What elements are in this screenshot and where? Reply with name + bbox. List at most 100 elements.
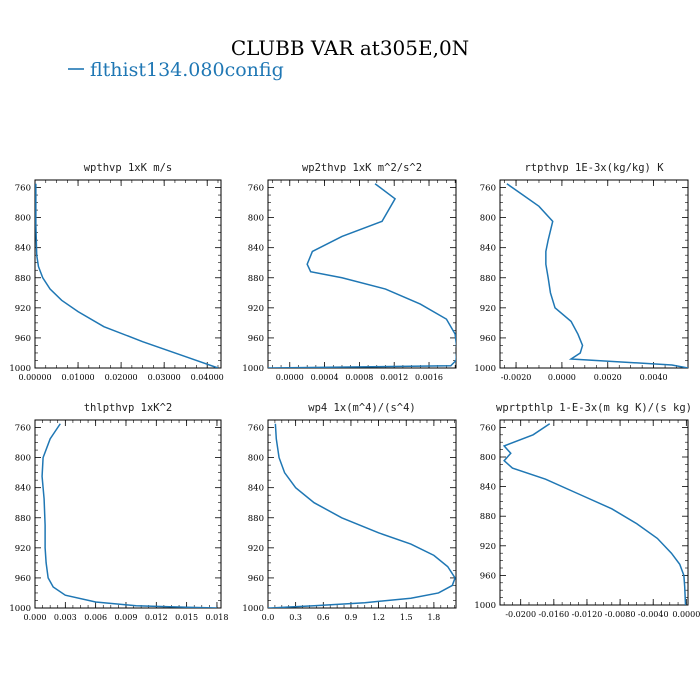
y-tick-label: 1000 bbox=[9, 364, 31, 374]
x-tick-label: 0.006 bbox=[84, 613, 107, 622]
chart-panel: rtpthvp 1E-3x(kg/kg) K 760 800 840 880 920 960… bbox=[474, 162, 689, 382]
x-tick-label: 0.04000 bbox=[191, 373, 224, 382]
x-tick-label: 0.003 bbox=[54, 613, 77, 622]
y-tick-label: 840 bbox=[480, 483, 496, 493]
plot-frame bbox=[499, 179, 689, 369]
x-tick-label: 0.00000 bbox=[18, 373, 51, 382]
x-tick-label: -0.0160 bbox=[538, 610, 569, 619]
y-tick-label: 1000 bbox=[474, 364, 496, 374]
series-line bbox=[41, 423, 217, 608]
y-tick-label: 800 bbox=[15, 454, 31, 464]
x-tick-label: 0.0000 bbox=[276, 373, 304, 382]
y-tick-label: 960 bbox=[480, 571, 496, 581]
y-tick-label: 1000 bbox=[242, 604, 264, 614]
series-line bbox=[35, 183, 219, 368]
y-tick-label: 920 bbox=[248, 304, 264, 314]
y-tick-label: 960 bbox=[248, 334, 264, 344]
y-tick-label: 880 bbox=[248, 514, 264, 524]
x-tick-label: 0.0016 bbox=[415, 373, 443, 382]
y-tick-label: 840 bbox=[248, 244, 264, 254]
series-line bbox=[268, 183, 456, 368]
x-tick-label: -0.0080 bbox=[605, 610, 636, 619]
y-tick-label: 800 bbox=[15, 214, 31, 224]
y-tick-label: 960 bbox=[15, 574, 31, 584]
plot-frame bbox=[499, 419, 689, 606]
x-tick-label: 0.6 bbox=[317, 613, 330, 622]
panel-title: thlpthvp 1xK^2 bbox=[84, 402, 173, 414]
y-tick-label: 920 bbox=[480, 304, 496, 314]
y-tick-label: 760 bbox=[15, 184, 31, 194]
chart-panel: wpthvp 1xK m/s 760 800 840 880 920 960 10000.00… bbox=[9, 162, 223, 382]
chart-panel: thlpthvp 1xK^276080084088092096010000.00… bbox=[9, 402, 228, 622]
x-tick-label: 0.0008 bbox=[345, 373, 373, 382]
y-tick-label: 960 bbox=[15, 334, 31, 344]
y-tick-label: 880 bbox=[248, 274, 264, 284]
y-tick-label: 880 bbox=[480, 274, 496, 284]
y-tick-label: 920 bbox=[248, 544, 264, 554]
panel-title: rtpthvp 1E-3x(kg/kg) K bbox=[524, 162, 664, 174]
y-tick-label: 760 bbox=[248, 184, 264, 194]
y-tick-label: 760 bbox=[15, 424, 31, 434]
x-tick-label: 0.012 bbox=[145, 613, 168, 622]
x-tick-label: 1.8 bbox=[428, 613, 441, 622]
x-tick-label: 0.018 bbox=[206, 613, 229, 622]
plot-frame bbox=[34, 419, 222, 609]
series-line bbox=[268, 423, 456, 608]
y-tick-label: 800 bbox=[480, 453, 496, 463]
x-tick-label: 0.000 bbox=[24, 613, 47, 622]
chart-panel: wp2thvp 1xK m^2/s^2 760 800 840 880 920 960 100… bbox=[242, 162, 457, 382]
y-tick-label: 840 bbox=[15, 484, 31, 494]
panel-title: wpthvp 1xK m/s bbox=[84, 162, 173, 174]
x-tick-label: 0.0020 bbox=[594, 373, 622, 382]
x-tick-label: 1.2 bbox=[372, 613, 385, 622]
panel-title: wp2thvp 1xK m^2/s^2 bbox=[302, 162, 422, 174]
y-tick-label: 1000 bbox=[242, 364, 264, 374]
y-tick-label: 760 bbox=[248, 424, 264, 434]
x-tick-label: -0.0120 bbox=[572, 610, 603, 619]
y-tick-label: 1000 bbox=[474, 601, 496, 611]
x-tick-label: 0.0012 bbox=[380, 373, 408, 382]
chart-panel: wp4 1x(m^4)/(s^4) 760 800 840 880 920 960 1000 0… bbox=[242, 402, 457, 622]
y-tick-label: 1000 bbox=[9, 604, 31, 614]
x-tick-label: 0.03000 bbox=[148, 373, 181, 382]
y-tick-label: 920 bbox=[15, 544, 31, 554]
y-tick-label: 880 bbox=[480, 512, 496, 522]
x-tick-label: 0.0004 bbox=[311, 373, 339, 382]
plot-frame bbox=[267, 419, 457, 609]
figure-title: CLUBB VAR at305E,0N bbox=[231, 36, 469, 60]
series-line bbox=[502, 423, 687, 605]
legend: flthist134.080config bbox=[68, 59, 284, 81]
x-tick-label: 1.5 bbox=[400, 613, 413, 622]
chart-panel: wprtpthlp 1-E-3x(m kg K)/(s kg)760 800 840… bbox=[474, 402, 700, 619]
y-tick-label: 960 bbox=[248, 574, 264, 584]
x-tick-label: 0.02000 bbox=[105, 373, 138, 382]
series-line bbox=[506, 183, 688, 368]
x-tick-label: 0.01000 bbox=[62, 373, 95, 382]
y-tick-label: 840 bbox=[248, 484, 264, 494]
chart-panels: wpthvp 1xK m/s76080084088092096010000.00… bbox=[9, 162, 700, 622]
y-tick-label: 880 bbox=[15, 514, 31, 524]
y-tick-label: 840 bbox=[15, 244, 31, 254]
panel-title: wprtpthlp 1-E-3x(m kg K)/(s kg) bbox=[496, 402, 692, 414]
x-tick-label: -0.0200 bbox=[505, 610, 536, 619]
x-tick-label: 0.0000 bbox=[672, 610, 700, 619]
y-tick-label: 880 bbox=[15, 274, 31, 284]
y-tick-label: 840 bbox=[480, 244, 496, 254]
plot-frame bbox=[267, 179, 457, 369]
x-tick-label: 0.009 bbox=[115, 613, 138, 622]
y-tick-label: 800 bbox=[248, 214, 264, 224]
y-tick-label: 920 bbox=[15, 304, 31, 314]
x-tick-label: 0.015 bbox=[175, 613, 198, 622]
y-tick-label: 760 bbox=[480, 184, 496, 194]
plot-frame bbox=[34, 179, 222, 369]
x-tick-label: -0.0040 bbox=[638, 610, 669, 619]
y-tick-label: 920 bbox=[480, 542, 496, 552]
y-tick-label: 800 bbox=[248, 454, 264, 464]
y-tick-label: 800 bbox=[480, 214, 496, 224]
y-tick-label: 960 bbox=[480, 334, 496, 344]
panel-title: wp4 1x(m^4)/(s^4) bbox=[308, 402, 415, 414]
x-tick-label: 0.9 bbox=[345, 613, 358, 622]
x-tick-label: -0.0020 bbox=[501, 373, 532, 382]
y-tick-label: 760 bbox=[480, 423, 496, 433]
legend-label: flthist134.080config bbox=[90, 59, 284, 81]
